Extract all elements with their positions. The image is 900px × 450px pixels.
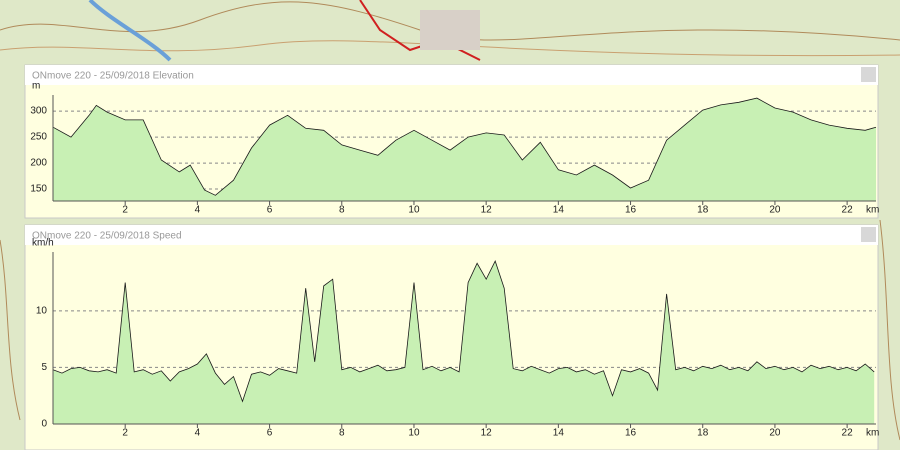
x-tick-label: 16 <box>625 205 637 216</box>
x-tick-label: 22 <box>842 205 854 216</box>
x-tick-label: 2 <box>122 428 128 439</box>
windows: ONmove 220 - 25/09/2018 Elevation1502002… <box>24 64 879 450</box>
x-tick-label: 4 <box>195 428 201 439</box>
y-tick-label: 0 <box>41 419 47 430</box>
x-tick-label: 12 <box>481 428 493 439</box>
x-tick-label: 18 <box>697 428 709 439</box>
close-button[interactable] <box>861 227 876 242</box>
x-tick-label: 6 <box>267 205 273 216</box>
window-title: ONmove 220 - 25/09/2018 Speed <box>32 231 182 242</box>
x-axis-label: km <box>866 428 879 439</box>
x-tick-label: 8 <box>339 205 345 216</box>
x-tick-label: 14 <box>553 205 565 216</box>
y-tick-label: 5 <box>41 362 47 373</box>
x-tick-label: 2 <box>122 205 128 216</box>
x-tick-label: 12 <box>481 205 493 216</box>
x-tick-label: 16 <box>625 428 637 439</box>
window-title: ONmove 220 - 25/09/2018 Elevation <box>32 71 194 82</box>
area-line <box>52 260 875 403</box>
x-tick-label: 10 <box>408 428 420 439</box>
x-tick-label: 20 <box>769 205 781 216</box>
y-tick-label: 250 <box>30 132 47 143</box>
title-bar <box>25 65 878 85</box>
x-tick-label: 10 <box>408 205 420 216</box>
x-axis-label: km <box>866 205 879 216</box>
area-fill <box>53 98 876 201</box>
x-tick-label: 4 <box>195 205 201 216</box>
x-tick-label: 18 <box>697 205 709 216</box>
y-tick-label: 300 <box>30 106 47 117</box>
close-button[interactable] <box>861 67 876 82</box>
y-axis-label: km/h <box>32 238 54 249</box>
y-axis-label: m <box>32 81 40 92</box>
x-tick-label: 6 <box>267 428 273 439</box>
title-bar <box>25 225 878 245</box>
area-line <box>52 97 877 196</box>
y-tick-label: 200 <box>30 158 47 169</box>
y-tick-label: 150 <box>30 184 47 195</box>
x-tick-label: 8 <box>339 428 345 439</box>
x-tick-label: 22 <box>842 428 854 439</box>
x-tick-label: 20 <box>769 428 781 439</box>
x-tick-label: 14 <box>553 428 565 439</box>
y-tick-label: 10 <box>36 305 48 316</box>
area-fill <box>53 261 875 424</box>
